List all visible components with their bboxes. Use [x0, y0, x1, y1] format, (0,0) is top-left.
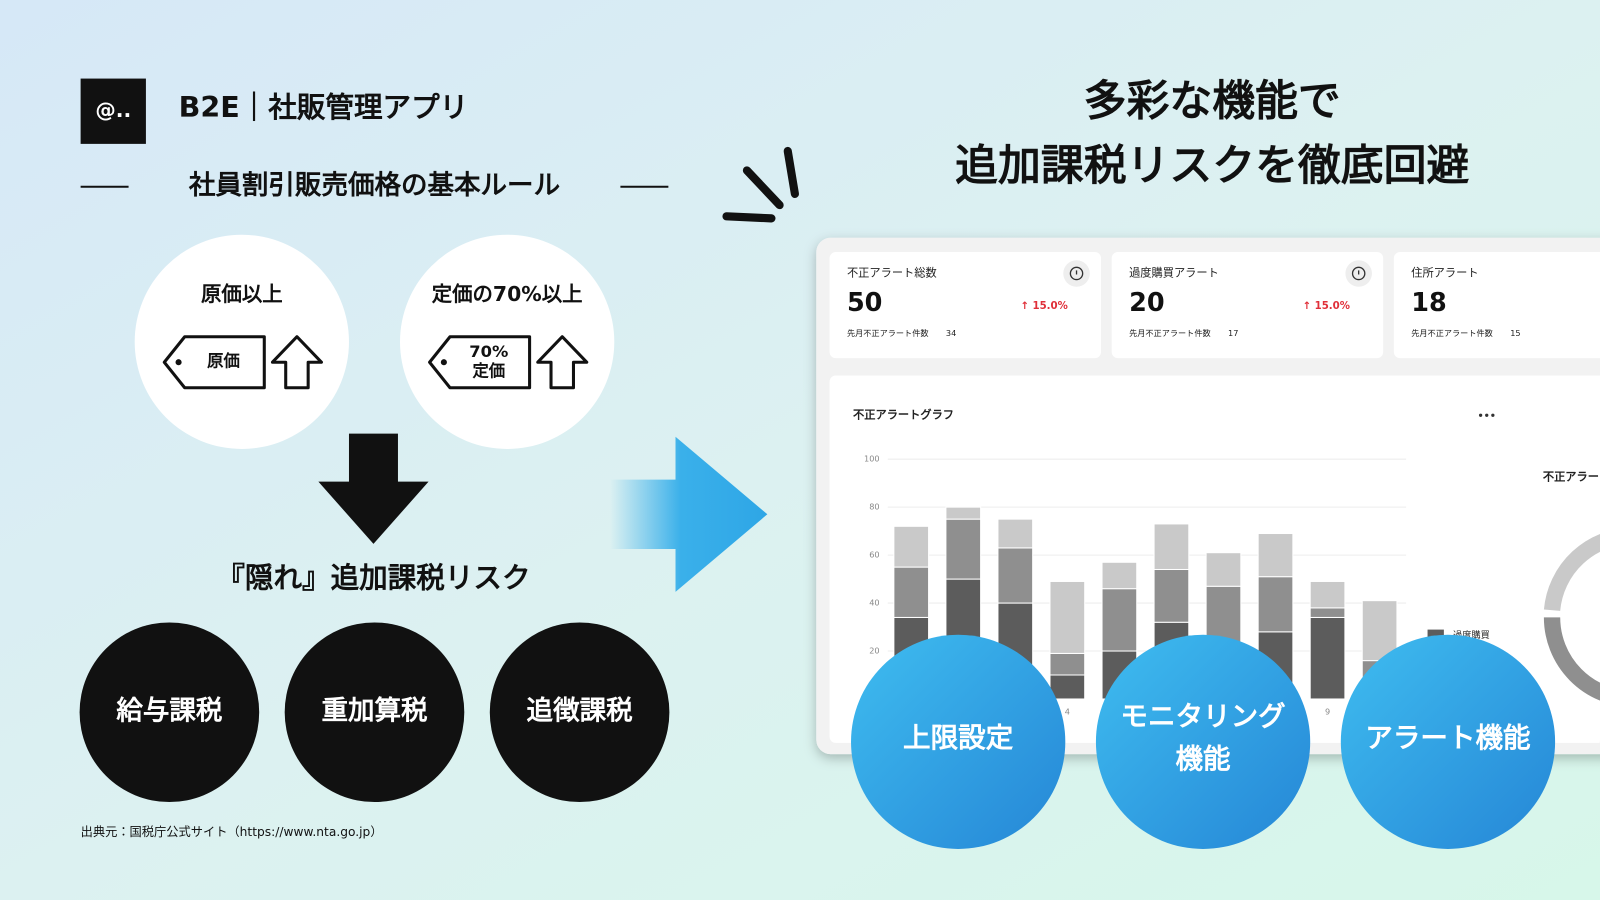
donut-title: 不正アラー	[1543, 471, 1599, 484]
y-tick-label: 80	[869, 502, 879, 512]
rule-label: 定価の70%以上	[432, 282, 583, 306]
risk-label: 追徴課税	[527, 696, 634, 727]
headline: 多彩な機能で	[1084, 77, 1341, 127]
bar-segment	[893, 566, 930, 618]
card-change: ↑ 15.0%	[1303, 301, 1350, 312]
burst-line	[722, 212, 776, 223]
app-title: B2E｜社販管理アプリ	[179, 90, 469, 124]
bar-segment	[1309, 616, 1346, 700]
price-tag	[428, 335, 532, 390]
feature-circle	[1095, 634, 1311, 849]
risk-circle	[79, 622, 260, 803]
bar-segment	[1101, 561, 1138, 590]
price-tag	[162, 335, 266, 390]
burst-line	[783, 146, 799, 198]
card-title: 過度購買アラート	[1129, 265, 1219, 279]
risk-title: 『隠れ』追加課税リスク	[216, 561, 530, 595]
tag-hole	[440, 359, 447, 366]
stat-card	[1111, 252, 1384, 359]
up-arrow	[270, 335, 323, 390]
bar-segment	[1049, 674, 1086, 700]
card-note: 先月不正アラート件数	[1129, 328, 1211, 338]
feature-label: 機能	[1176, 743, 1232, 775]
down-arrow	[318, 433, 429, 544]
headline: 追加課税リスクを徹底回避	[955, 141, 1469, 191]
bar-segment	[1153, 568, 1190, 623]
bar-segment	[1049, 580, 1086, 654]
y-tick-label: 60	[869, 550, 879, 560]
bar-segment	[945, 506, 982, 520]
card-title: 住所アラート	[1411, 265, 1478, 279]
menu-dot	[1478, 413, 1483, 417]
up-arrow	[536, 335, 589, 390]
rule-label: 原価以上	[201, 282, 283, 306]
card-value: 18	[1411, 288, 1447, 318]
x-tick-label: 4	[1065, 707, 1070, 717]
menu-dot	[1491, 413, 1495, 417]
burst-line	[742, 166, 784, 210]
tag-text: 定価	[472, 361, 505, 380]
card-value: 50	[847, 288, 883, 318]
info-icon	[1351, 266, 1366, 281]
bar-segment	[997, 547, 1034, 604]
info-icon	[1069, 266, 1084, 281]
bar-segment	[1153, 523, 1190, 571]
bar-segment	[1257, 533, 1294, 578]
feature-label: 上限設定	[903, 722, 1014, 754]
subtitle: 社員割引販売価格の基本ルール	[188, 170, 560, 201]
card-note: 先月不正アラート件数	[1411, 328, 1493, 338]
y-tick-label: 40	[869, 598, 879, 608]
big-arrow	[610, 436, 768, 592]
feature-circle	[1340, 634, 1556, 849]
card-title: 不正アラート総数	[847, 265, 937, 279]
card-prev: 17	[1228, 328, 1238, 338]
tag-text: 70%	[469, 342, 508, 361]
y-tick-label: 20	[869, 646, 879, 656]
donut-arc	[1543, 617, 1600, 708]
legend-swatch	[1427, 629, 1444, 638]
x-tick-label: 9	[1325, 707, 1330, 717]
risk-circle	[489, 622, 670, 803]
feature-label: アラート機能	[1365, 722, 1531, 754]
feature-label: モニタリング	[1120, 700, 1286, 732]
bar-segment	[1257, 576, 1294, 633]
risk-circle	[284, 622, 465, 803]
menu-dot	[1485, 413, 1489, 417]
card-note: 先月不正アラート件数	[847, 328, 929, 338]
stat-card	[829, 252, 1102, 359]
stat-card	[1393, 252, 1600, 359]
bar-segment	[997, 518, 1034, 549]
card-value: 20	[1129, 288, 1165, 318]
tag-hole	[175, 359, 182, 366]
y-tick-label: 100	[864, 454, 880, 464]
bar-segment	[1049, 652, 1086, 676]
logo-text: @..	[95, 98, 131, 122]
bar-segment	[893, 525, 930, 568]
logo	[80, 78, 146, 144]
bar-segment	[1309, 580, 1346, 609]
card-prev: 15	[1510, 328, 1520, 338]
risk-label: 給与課税	[115, 696, 223, 727]
tag-text: 原価	[207, 352, 240, 371]
source: 出典元：国税庁公式サイト（https://www.nta.go.jp）	[81, 825, 383, 839]
card-change: ↑ 15.0%	[1020, 301, 1067, 312]
chart-title: 不正アラートグラフ	[853, 407, 954, 421]
bar-segment	[1101, 588, 1138, 652]
card-prev: 34	[946, 328, 956, 338]
bar-segment	[945, 518, 982, 580]
risk-label: 重加算税	[321, 696, 428, 727]
donut-arc	[1543, 527, 1600, 612]
bar-segment	[1205, 552, 1242, 587]
feature-circle	[851, 634, 1066, 849]
bar-segment	[1309, 607, 1346, 618]
